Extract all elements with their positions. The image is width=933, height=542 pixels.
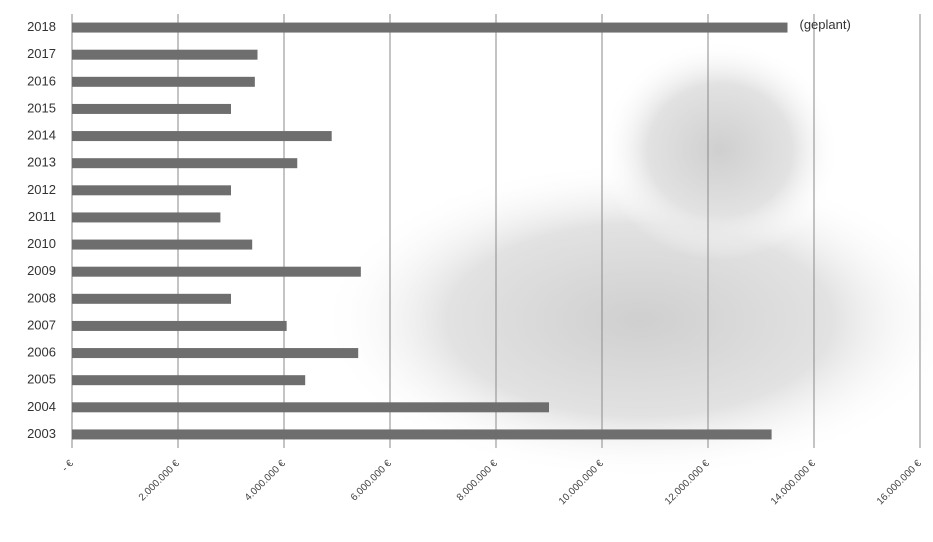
x-tick-label: - € [60,458,76,474]
bar [72,76,255,87]
x-tick-label: 14.000.000 € [769,458,818,507]
x-tick-label: 16.000.000 € [875,458,924,507]
x-tick-label: 4.000.000 € [243,458,288,503]
y-tick-label: 2005 [27,372,56,387]
bar [72,131,332,142]
y-tick-label: 2013 [27,155,56,170]
background-coins [600,40,840,260]
y-tick-label: 2011 [28,209,56,224]
annotation: (geplant) [800,17,851,32]
y-tick-label: 2010 [27,236,56,251]
y-tick-label: 2015 [27,100,56,115]
bar [72,212,221,223]
y-tick-label: 2009 [27,263,56,278]
bar [72,185,231,196]
bar [72,320,287,331]
bar [72,22,788,33]
x-tick-label: 2.000.000 € [137,458,182,503]
bar [72,239,253,250]
bar [72,375,306,386]
bar [72,49,258,60]
y-tick-label: 2017 [27,46,56,61]
x-tick-label: 8.000.000 € [455,458,500,503]
bar [72,348,359,359]
bar [72,402,549,413]
x-tick-label: 6.000.000 € [349,458,394,503]
bar [72,103,231,114]
bar [72,293,231,304]
y-tick-label: 2018 [27,19,56,34]
y-tick-label: 2004 [27,399,56,414]
y-tick-label: 2006 [27,345,56,360]
y-tick-label: 2008 [27,290,56,305]
bar [72,429,772,440]
y-tick-label: 2003 [27,426,56,441]
y-tick-label: 2012 [27,182,56,197]
bar [72,158,298,169]
y-tick-label: 2007 [27,317,56,332]
bar [72,266,361,277]
y-tick-label: 2016 [27,73,56,88]
y-tick-label: 2014 [27,128,56,143]
